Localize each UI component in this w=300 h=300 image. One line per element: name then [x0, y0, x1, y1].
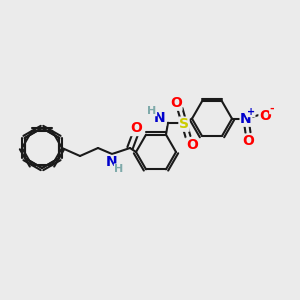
Text: O: O: [186, 138, 198, 152]
Text: O: O: [130, 122, 142, 136]
Text: -: -: [270, 104, 274, 114]
Text: O: O: [259, 109, 271, 123]
Text: H: H: [114, 164, 124, 174]
Text: O: O: [170, 96, 182, 110]
Text: N: N: [106, 155, 118, 170]
Text: N: N: [154, 111, 166, 125]
Text: H: H: [147, 106, 157, 116]
Text: +: +: [247, 107, 255, 117]
Text: S: S: [179, 117, 189, 131]
Text: N: N: [240, 112, 252, 126]
Text: O: O: [242, 134, 254, 148]
